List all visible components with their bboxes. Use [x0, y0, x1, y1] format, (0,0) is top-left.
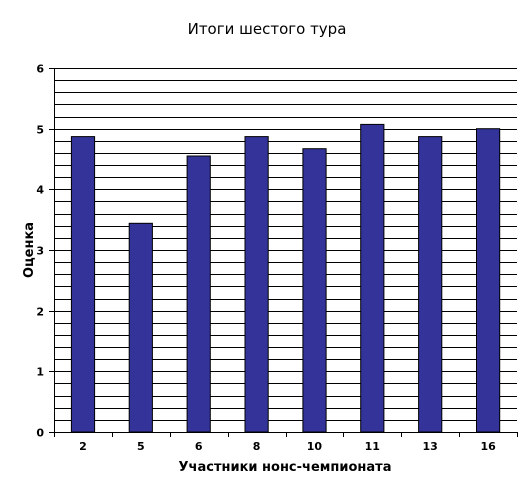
y-tick-label: 3	[36, 245, 44, 258]
bar-2	[70, 136, 96, 433]
x-tick-label: 2	[79, 440, 87, 453]
bar-10	[302, 148, 327, 433]
y-tick-label: 1	[36, 366, 44, 379]
x-tick-labels: 2 5 6 8 10 11 13 16	[79, 440, 496, 453]
x-tick-label: 6	[195, 440, 203, 453]
chart-title: Итоги шестого тура	[188, 20, 347, 38]
bar-6	[186, 155, 211, 433]
bar-8	[244, 136, 269, 433]
y-tick-label: 2	[36, 306, 44, 319]
grid-lines	[54, 68, 517, 432]
x-tick-label: 13	[423, 440, 438, 453]
x-tick-label: 5	[137, 440, 145, 453]
bar-16	[476, 128, 501, 433]
x-tick-label: 11	[365, 440, 380, 453]
x-tick-label: 8	[253, 440, 261, 453]
y-tick-label: 6	[36, 63, 44, 76]
y-axis-label: Оценка	[22, 222, 37, 278]
x-tick-label: 10	[307, 440, 323, 453]
x-tick-label: 16	[480, 440, 496, 453]
bar-13	[418, 136, 443, 433]
y-tick-labels: 0 1 2 3 4 5 6	[36, 63, 44, 440]
x-axis-label: Участники нонс-чемпионата	[179, 460, 392, 475]
axes	[49, 68, 518, 437]
bar-11	[360, 123, 385, 433]
y-tick-label: 5	[36, 124, 44, 137]
bar-5	[128, 222, 153, 433]
y-tick-label: 0	[36, 427, 44, 440]
y-tick-label: 4	[36, 184, 44, 197]
